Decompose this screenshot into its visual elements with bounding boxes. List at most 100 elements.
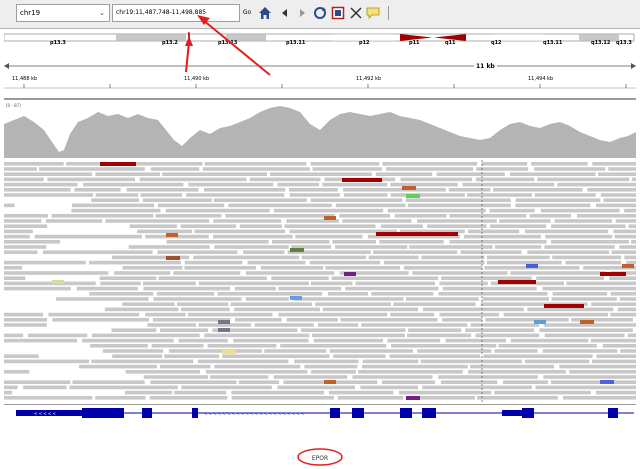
aligned-read[interactable] bbox=[509, 172, 596, 176]
aligned-read[interactable] bbox=[439, 312, 499, 317]
aligned-read[interactable] bbox=[527, 307, 614, 312]
aligned-read[interactable] bbox=[95, 172, 160, 176]
aligned-read[interactable] bbox=[218, 320, 230, 324]
aligned-read[interactable] bbox=[278, 312, 388, 317]
aligned-read[interactable] bbox=[233, 338, 309, 343]
aligned-read[interactable] bbox=[162, 172, 268, 176]
aligned-read[interactable] bbox=[168, 349, 262, 353]
aligned-read[interactable] bbox=[4, 203, 15, 208]
aligned-read[interactable] bbox=[234, 307, 321, 312]
aligned-read[interactable] bbox=[4, 276, 26, 280]
aligned-read[interactable] bbox=[122, 266, 183, 270]
aligned-read[interactable] bbox=[620, 349, 636, 353]
aligned-read[interactable] bbox=[403, 266, 483, 270]
aligned-read[interactable] bbox=[598, 172, 636, 176]
aligned-read[interactable] bbox=[290, 248, 304, 252]
aligned-read[interactable] bbox=[245, 271, 335, 275]
aligned-read[interactable] bbox=[214, 364, 301, 369]
aligned-read[interactable] bbox=[448, 188, 491, 192]
aligned-read[interactable] bbox=[79, 364, 157, 369]
aligned-read[interactable] bbox=[489, 208, 535, 213]
aligned-read[interactable] bbox=[222, 354, 330, 358]
aligned-read[interactable] bbox=[280, 344, 387, 348]
aligned-read[interactable] bbox=[142, 198, 212, 202]
aligned-read[interactable] bbox=[74, 188, 121, 192]
aligned-read[interactable] bbox=[4, 271, 109, 275]
aligned-read[interactable] bbox=[344, 272, 356, 276]
aligned-read[interactable] bbox=[309, 260, 381, 265]
aligned-read[interactable] bbox=[439, 281, 488, 286]
aligned-read[interactable] bbox=[552, 255, 622, 260]
aligned-read[interactable] bbox=[47, 177, 136, 182]
aligned-read[interactable] bbox=[486, 255, 550, 260]
aligned-read[interactable] bbox=[624, 255, 636, 260]
aligned-read[interactable] bbox=[214, 245, 289, 249]
aligned-read[interactable] bbox=[534, 167, 606, 171]
aligned-read[interactable] bbox=[271, 276, 329, 280]
aligned-read[interactable] bbox=[610, 312, 636, 317]
aligned-read[interactable] bbox=[367, 234, 460, 239]
aligned-read[interactable] bbox=[45, 219, 103, 223]
aligned-read[interactable] bbox=[222, 350, 236, 354]
aligned-read[interactable] bbox=[475, 177, 535, 182]
aligned-read[interactable] bbox=[186, 193, 285, 197]
popup-text-icon[interactable] bbox=[366, 6, 380, 20]
aligned-read[interactable] bbox=[278, 286, 342, 291]
aligned-read[interactable] bbox=[340, 318, 438, 322]
aligned-read[interactable] bbox=[605, 380, 636, 384]
aligned-read[interactable] bbox=[55, 297, 149, 301]
aligned-read[interactable] bbox=[4, 240, 60, 244]
aligned-read[interactable] bbox=[322, 307, 419, 312]
aligned-read[interactable] bbox=[610, 292, 636, 296]
aligned-read[interactable] bbox=[152, 318, 231, 322]
aligned-read[interactable] bbox=[304, 364, 358, 369]
aligned-read[interactable] bbox=[213, 234, 293, 239]
aligned-read[interactable] bbox=[311, 370, 356, 374]
aligned-read[interactable] bbox=[184, 266, 256, 270]
aligned-read[interactable] bbox=[482, 297, 549, 301]
aligned-read[interactable] bbox=[358, 370, 463, 374]
aligned-read[interactable] bbox=[545, 234, 613, 239]
aligned-read[interactable] bbox=[361, 364, 468, 369]
aligned-read[interactable] bbox=[76, 286, 138, 291]
aligned-read[interactable] bbox=[503, 380, 549, 384]
aligned-read[interactable] bbox=[342, 178, 382, 182]
aligned-read[interactable] bbox=[592, 162, 636, 166]
aligned-read[interactable] bbox=[113, 271, 171, 275]
aligned-read[interactable] bbox=[150, 167, 200, 171]
aligned-read[interactable] bbox=[422, 307, 524, 312]
aligned-read[interactable] bbox=[180, 224, 237, 228]
aligned-read[interactable] bbox=[566, 281, 636, 286]
aligned-read[interactable] bbox=[387, 208, 486, 213]
aligned-read[interactable] bbox=[550, 380, 602, 384]
aligned-read[interactable] bbox=[188, 182, 274, 187]
aligned-read[interactable] bbox=[417, 349, 492, 353]
aligned-read[interactable] bbox=[596, 354, 636, 358]
aligned-read[interactable] bbox=[485, 318, 569, 322]
aligned-read[interactable] bbox=[543, 375, 636, 379]
aligned-read[interactable] bbox=[272, 240, 330, 244]
aligned-read[interactable] bbox=[331, 276, 439, 280]
aligned-read[interactable] bbox=[493, 188, 583, 192]
aligned-read[interactable] bbox=[289, 188, 338, 192]
aligned-read[interactable] bbox=[82, 338, 174, 343]
aligned-read[interactable] bbox=[301, 328, 406, 332]
aligned-read[interactable] bbox=[483, 354, 593, 358]
aligned-read[interactable] bbox=[449, 240, 547, 244]
aligned-read[interactable] bbox=[193, 255, 300, 260]
aligned-read[interactable] bbox=[89, 260, 181, 265]
aligned-read[interactable] bbox=[565, 260, 622, 265]
aligned-read[interactable] bbox=[176, 302, 229, 306]
aligned-read[interactable] bbox=[470, 364, 555, 369]
aligned-read[interactable] bbox=[591, 302, 636, 306]
aligned-read[interactable] bbox=[510, 338, 589, 343]
aligned-read[interactable] bbox=[440, 380, 498, 384]
aligned-read[interactable] bbox=[524, 229, 609, 234]
chromosome-dropdown[interactable]: chr19 ⌄ bbox=[16, 4, 110, 22]
aligned-read[interactable] bbox=[554, 219, 613, 223]
aligned-read[interactable] bbox=[389, 354, 481, 358]
aligned-read[interactable] bbox=[112, 354, 163, 358]
aligned-read[interactable] bbox=[382, 162, 478, 166]
aligned-read[interactable] bbox=[324, 380, 336, 384]
aligned-read[interactable] bbox=[52, 318, 149, 322]
